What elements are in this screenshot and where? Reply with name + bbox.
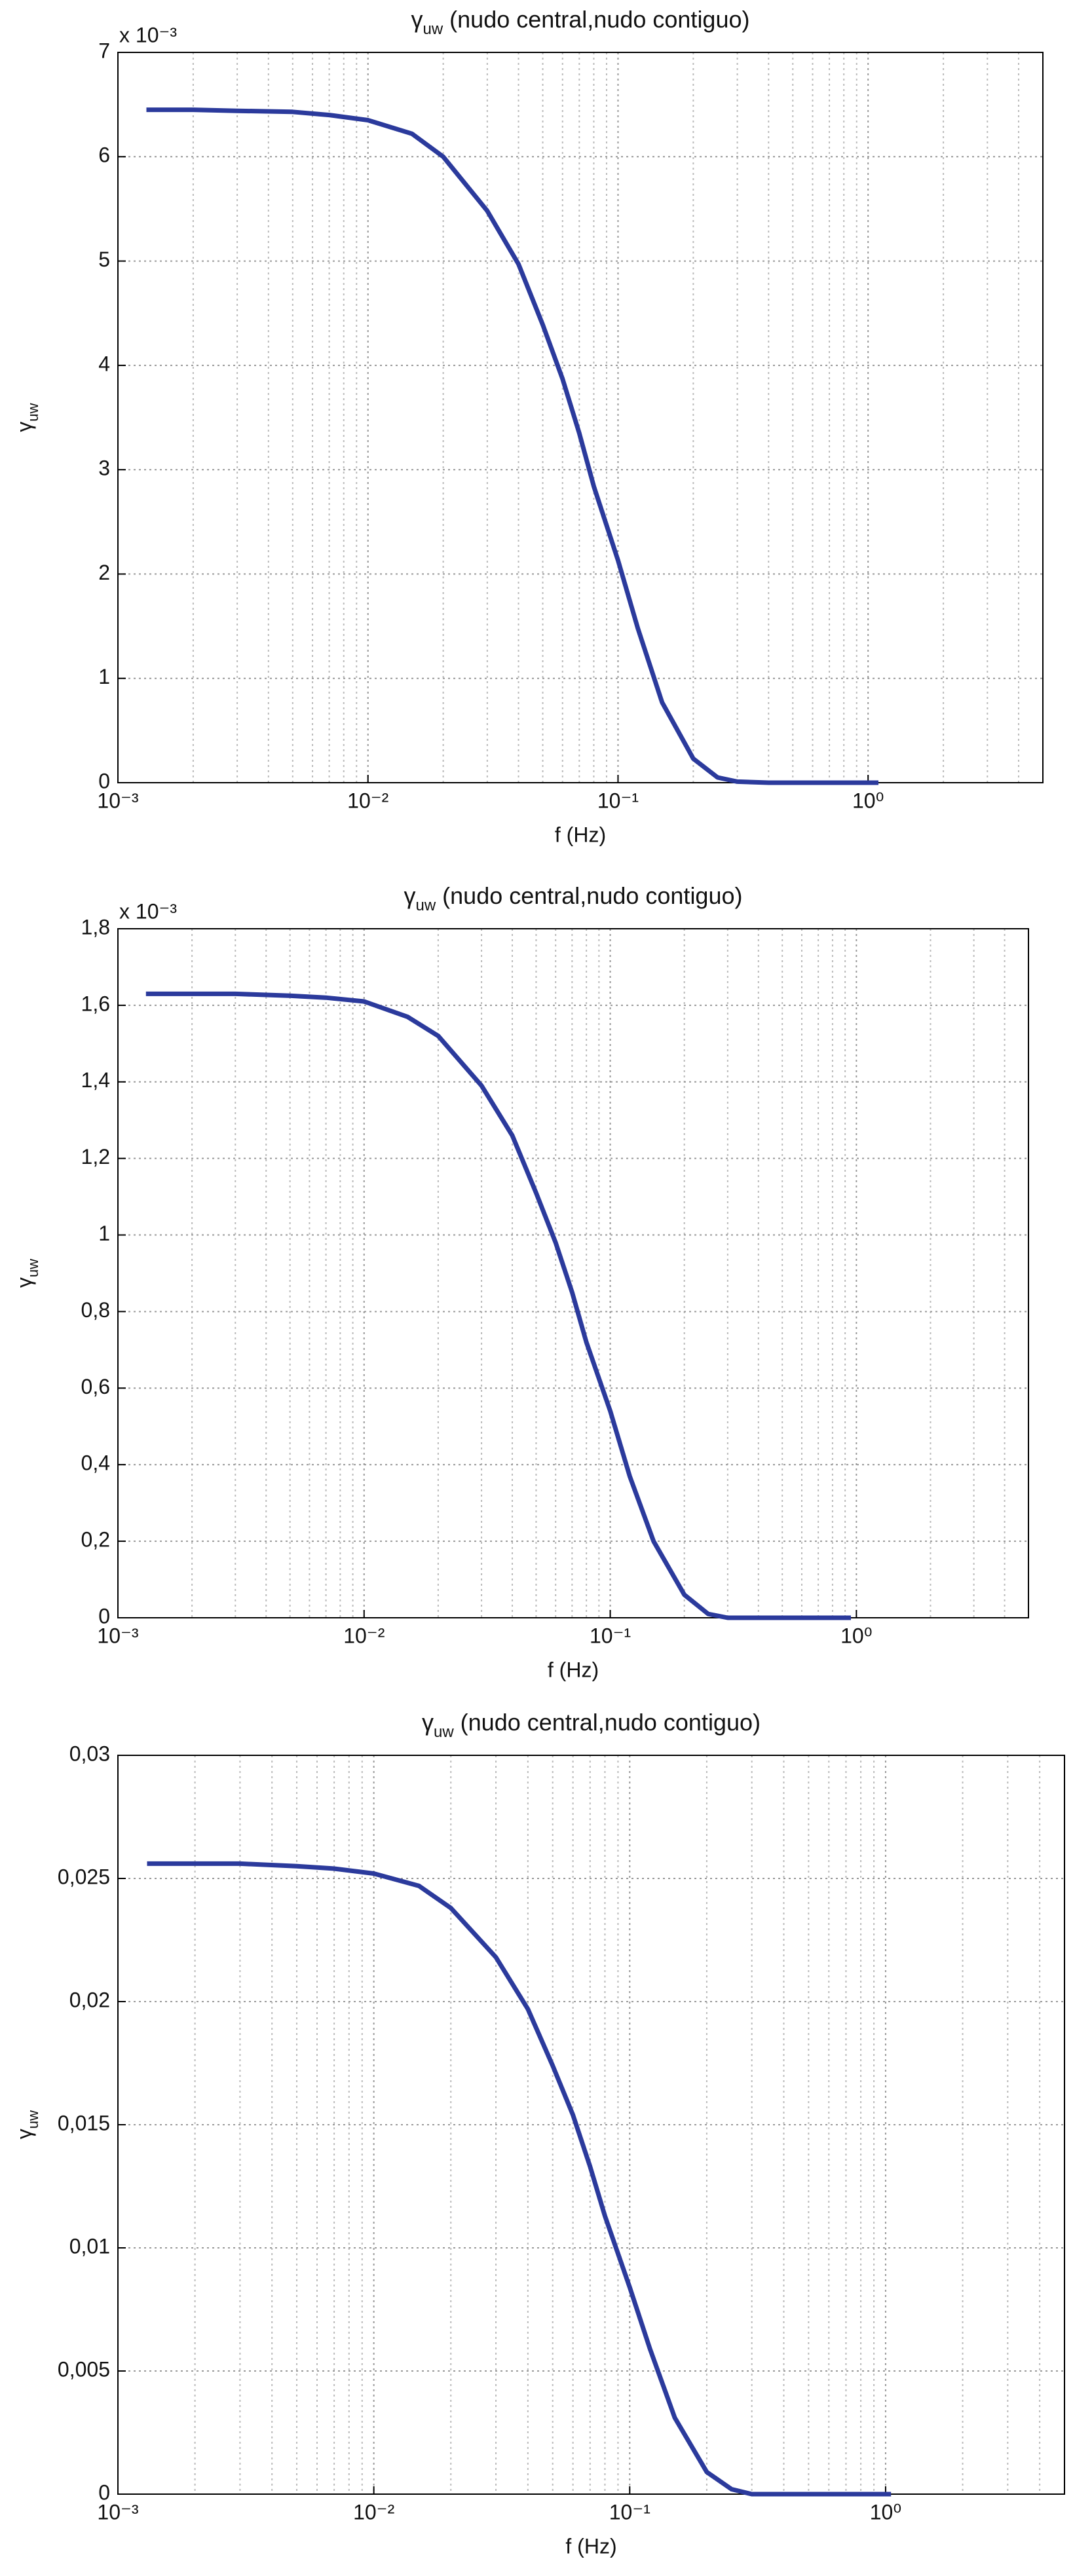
data-line <box>145 991 851 1620</box>
x-tick-label: 10⁻³ <box>97 2500 138 2524</box>
y-tick-label: 7 <box>98 39 110 62</box>
title-text: (nudo central,nudo contiguo) <box>436 882 742 909</box>
title-symbol: γ <box>422 1709 434 1736</box>
y-axis-label: γuw <box>12 403 41 432</box>
y-tick-label: 0,015 <box>58 2111 110 2135</box>
x-tick-label: 10⁻³ <box>97 1624 138 1647</box>
title-text: (nudo central,nudo contiguo) <box>454 1709 761 1736</box>
title-subscript: uw <box>423 20 443 38</box>
x-tick-label: 10⁻¹ <box>609 2500 650 2524</box>
x-axis-label: f (Hz) <box>565 2534 616 2558</box>
y-tick-label: 1,6 <box>81 992 110 1015</box>
data-line <box>147 1861 892 2497</box>
y-tick-label: 6 <box>98 143 110 167</box>
y-tick-label: 0,025 <box>58 1865 110 1888</box>
x-axis-label: f (Hz) <box>555 823 606 846</box>
y-tick-label: 5 <box>98 248 110 271</box>
y-axis-label: γuw <box>12 1259 41 1288</box>
y-tick-label: 0,03 <box>69 1742 110 1765</box>
chart-title: γuw (nudo central,nudo contiguo) <box>404 882 742 914</box>
data-line <box>146 107 878 785</box>
x-tick-label: 10⁰ <box>852 789 884 812</box>
plot-frame <box>117 928 1029 1618</box>
y-tick-label: 0,4 <box>81 1451 110 1475</box>
plot-area <box>118 52 1043 783</box>
x-tick-label: 10⁻² <box>353 2500 394 2524</box>
title-subscript: uw <box>415 897 436 914</box>
y-axis-label: γuw <box>12 2110 41 2139</box>
y-tick-label: 0,02 <box>69 1988 110 2011</box>
x-tick-label: 10⁻³ <box>97 789 138 812</box>
y-tick-label: 1,8 <box>81 915 110 939</box>
plot-frame <box>117 1755 1065 2495</box>
y-tick-label: 3 <box>98 457 110 480</box>
x-tick-label: 10⁻¹ <box>597 789 639 812</box>
title-text: (nudo central,nudo contiguo) <box>443 6 749 33</box>
x-tick-label: 10⁻¹ <box>590 1624 631 1647</box>
x-tick-label: 10⁰ <box>870 2500 901 2524</box>
y-tick-label: 0,8 <box>81 1298 110 1322</box>
y-tick-label: 4 <box>98 352 110 375</box>
y-tick-label: 2 <box>98 561 110 584</box>
title-subscript: uw <box>434 1723 454 1741</box>
title-symbol: γ <box>411 6 423 33</box>
y-label-subscript: uw <box>25 403 41 421</box>
title-symbol: γ <box>404 882 415 909</box>
y-multiplier: x 10⁻³ <box>119 899 177 923</box>
y-tick-label: 1 <box>98 1222 110 1245</box>
y-tick-label: 0,2 <box>81 1528 110 1552</box>
y-tick-label: 0,01 <box>69 2234 110 2258</box>
x-axis-label: f (Hz) <box>548 1658 599 1681</box>
y-tick-label: 1,4 <box>81 1068 110 1092</box>
y-label-symbol: γ <box>12 422 36 432</box>
x-tick-label: 10⁰ <box>840 1624 872 1647</box>
chart-title: γuw (nudo central,nudo contiguo) <box>422 1709 761 1741</box>
plot-frame <box>117 52 1044 783</box>
y-tick-label: 0 <box>98 769 110 793</box>
y-label-subscript: uw <box>25 2110 41 2129</box>
x-tick-label: 10⁻² <box>343 1624 385 1647</box>
y-label-subscript: uw <box>25 1259 41 1277</box>
y-label-symbol: γ <box>12 2129 36 2139</box>
chart-title: γuw (nudo central,nudo contiguo) <box>411 6 749 38</box>
y-tick-label: 1 <box>98 665 110 688</box>
plot-area <box>118 929 1028 1618</box>
y-tick-label: 0,6 <box>81 1375 110 1398</box>
y-tick-label: 0,005 <box>58 2357 110 2381</box>
y-tick-label: 0 <box>98 2480 110 2504</box>
y-tick-label: 0 <box>98 1604 110 1628</box>
x-tick-label: 10⁻² <box>347 789 388 812</box>
y-multiplier: x 10⁻³ <box>119 23 177 47</box>
y-tick-label: 1,2 <box>81 1145 110 1168</box>
y-label-symbol: γ <box>12 1277 36 1288</box>
